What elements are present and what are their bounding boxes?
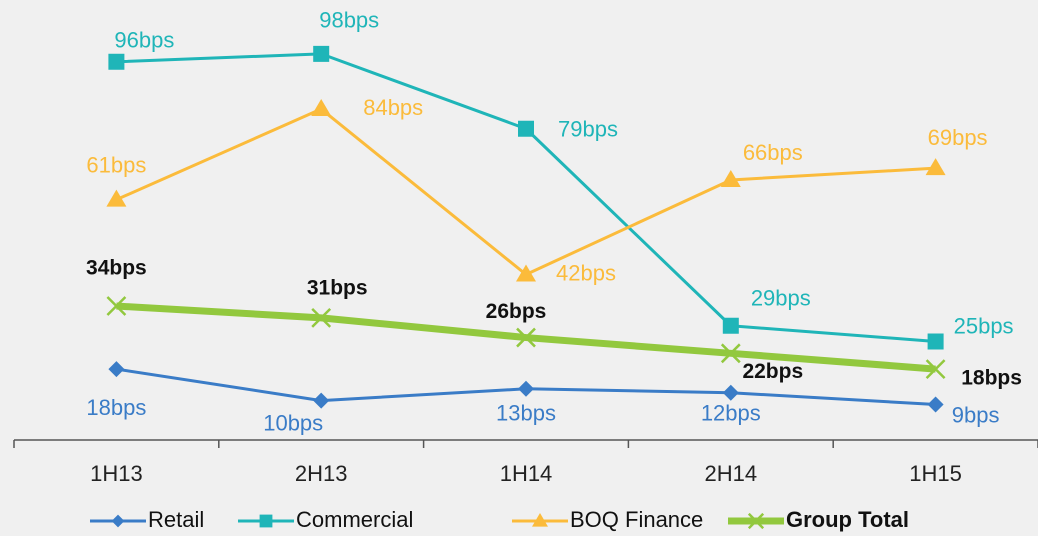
data-label: 31bps — [307, 276, 368, 299]
marker-triangle — [532, 513, 548, 527]
marker-x — [311, 307, 332, 328]
data-label: 61bps — [86, 152, 146, 177]
series: 61bps 84bps 42bps 66bps 69bps — [86, 95, 987, 285]
marker-square — [108, 53, 125, 70]
legend-label: Retail — [148, 507, 204, 532]
data-label: 29bps — [751, 286, 811, 311]
marker-square — [313, 45, 330, 62]
data-label: 22bps — [742, 360, 803, 383]
data-label: 12bps — [701, 401, 761, 426]
marker-x — [106, 296, 127, 316]
data-label: 25bps — [954, 313, 1014, 338]
marker-x — [747, 512, 765, 530]
data-label: 96bps — [114, 28, 174, 53]
data-label: 66bps — [743, 140, 803, 165]
data-label: 69bps — [928, 125, 988, 150]
marker-triangle — [925, 158, 946, 176]
data-label: 98bps — [319, 8, 379, 33]
series-line — [116, 52, 936, 343]
series: 34bps 31bps 26bps 22bps 18bps — [86, 257, 1022, 390]
data-label: 79bps — [558, 117, 618, 142]
marker-square — [518, 120, 534, 137]
legend-label: Commercial — [296, 507, 413, 532]
data-label: 26bps — [486, 300, 547, 323]
marker-square — [927, 333, 944, 350]
marker-triangle — [311, 99, 332, 117]
marker-x — [516, 327, 536, 348]
marker-diamond — [108, 361, 125, 378]
legend-item: Retail — [90, 507, 204, 532]
marker-diamond — [313, 392, 330, 409]
series: 96bps 98bps 79bps 29bps 25bps — [108, 8, 1014, 350]
legend-label: BOQ Finance — [570, 507, 703, 532]
data-label: 13bps — [496, 401, 556, 426]
data-label: 9bps — [952, 402, 1000, 427]
x-tick-label: 2H14 — [705, 461, 758, 486]
data-label: 84bps — [363, 95, 423, 120]
data-label: 42bps — [556, 260, 616, 285]
series: 18bps 10bps 13bps 12bps 9bps — [86, 361, 999, 435]
marker-diamond — [722, 384, 739, 401]
x-tick-label: 1H15 — [909, 461, 962, 486]
x-tick-label: 1H13 — [90, 461, 143, 486]
marker-x — [720, 343, 741, 364]
legend-item: BOQ Finance — [512, 507, 703, 532]
legend-item: Commercial — [238, 507, 413, 532]
marker-square — [259, 514, 273, 528]
x-tick-label: 2H13 — [295, 461, 348, 486]
marker-triangle — [720, 169, 741, 187]
marker-triangle — [516, 264, 536, 282]
data-label: 34bps — [86, 257, 147, 280]
marker-diamond — [111, 514, 125, 528]
marker-diamond — [518, 380, 534, 397]
x-tick-label: 1H14 — [500, 461, 553, 486]
data-label: 18bps — [961, 367, 1022, 390]
legend-item: Group Total — [728, 507, 909, 532]
marker-x — [925, 359, 946, 379]
marker-triangle — [106, 189, 127, 207]
data-label: 18bps — [86, 395, 146, 420]
legend-label: Group Total — [786, 507, 909, 532]
data-label: 10bps — [263, 410, 323, 435]
marker-square — [722, 317, 739, 334]
marker-diamond — [927, 396, 944, 413]
